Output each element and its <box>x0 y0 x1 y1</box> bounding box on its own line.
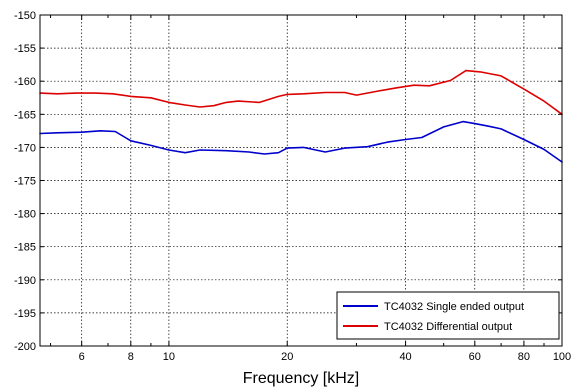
legend-label-differential: TC4032 Differential output <box>384 321 512 333</box>
legend-label-single-ended: TC4032 Single ended output <box>384 301 524 313</box>
tick-marks <box>40 14 563 347</box>
y-tick-label: -165 <box>14 109 36 121</box>
x-tick-label: 8 <box>128 351 134 363</box>
y-tick-labels: -200 -195 -190 -185 -180 -175 -170 -165 -160 -155… <box>14 10 36 353</box>
series-lines <box>39 69 563 163</box>
x-axis-title: Frequency [kHz] <box>243 370 359 387</box>
x-tick-label: 6 <box>79 351 85 363</box>
x-tick-label: 40 <box>399 351 411 363</box>
series-line-differential <box>39 69 563 116</box>
y-tick-label: -195 <box>14 308 36 320</box>
x-tick-label: 10 <box>163 351 175 363</box>
x-tick-label: 80 <box>518 351 530 363</box>
series-line-single-ended <box>39 120 563 163</box>
y-tick-label: -190 <box>14 275 36 287</box>
x-tick-label: 100 <box>553 351 571 363</box>
y-tick-label: -150 <box>14 10 36 22</box>
y-tick-label: -175 <box>14 176 36 188</box>
x-tick-label: 20 <box>281 351 293 363</box>
legend-box <box>336 291 560 340</box>
legend: TC4032 Single ended output TC4032 Differ… <box>336 291 560 340</box>
x-tick-labels: 6 8 10 20 40 60 80 100 <box>79 351 572 363</box>
y-tick-label: -180 <box>14 209 36 221</box>
y-tick-label: -155 <box>14 43 36 55</box>
y-tick-label: -185 <box>14 242 36 254</box>
x-tick-label: 60 <box>469 351 481 363</box>
y-tick-label: -200 <box>14 341 36 353</box>
y-tick-label: -160 <box>14 76 36 88</box>
y-tick-label: -170 <box>14 142 36 154</box>
